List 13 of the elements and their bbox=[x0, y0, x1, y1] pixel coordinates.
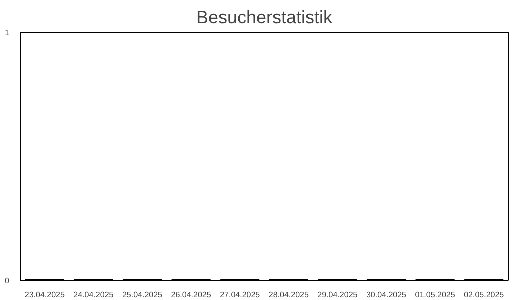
x-tick-label: 27.04.2025 bbox=[220, 290, 261, 300]
y-tick-label: 1 bbox=[5, 28, 10, 38]
x-tick-label: 23.04.2025 bbox=[24, 290, 66, 300]
x-tick-label: 02.05.2025 bbox=[464, 290, 505, 300]
chart-title: Besucherstatistik bbox=[196, 8, 334, 28]
x-tick-label: 29.04.2025 bbox=[318, 290, 358, 300]
x-tick-label: 30.04.2025 bbox=[366, 290, 408, 300]
y-tick-label: 0 bbox=[5, 276, 10, 286]
x-tick-label: 24.04.2025 bbox=[74, 290, 114, 300]
x-tick-label: 01.05.2025 bbox=[415, 290, 456, 300]
x-tick-label: 26.04.2025 bbox=[171, 290, 212, 300]
x-tick-label: 28.04.2025 bbox=[268, 290, 310, 300]
x-tick-label: 25.04.2025 bbox=[122, 290, 164, 300]
